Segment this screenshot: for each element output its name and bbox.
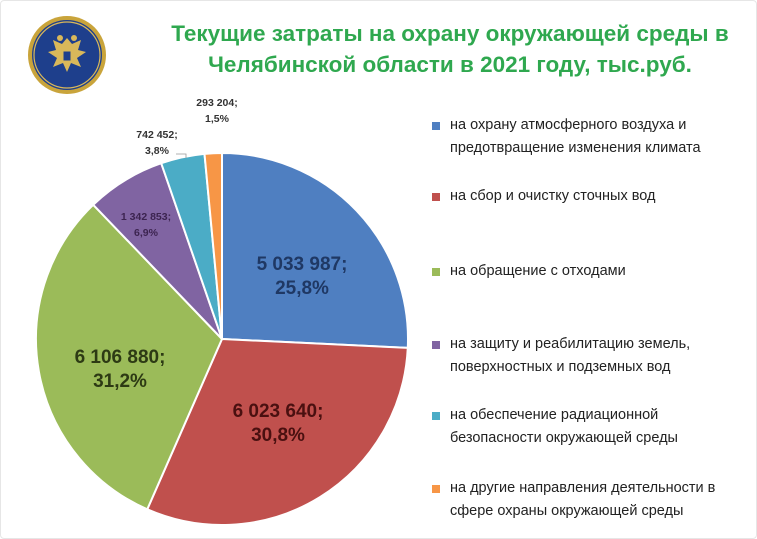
pie-data-label-2: 6 023 640; 30,8% [233,401,324,446]
legend-label-line: на охрану атмосферного воздуха и [450,117,687,133]
legend-label-line: на другие направления деятельности в [450,480,716,496]
legend-label: на обращение с отходами [450,260,750,283]
pie-value-label-3: 6 106 880; [75,347,166,368]
pie-percent-label-2: 30,8% [251,425,305,446]
pie-data-label-4: 1 342 853; 6,9% [121,211,171,239]
legend-swatch [432,341,440,349]
pie-value-label-1: 5 033 987; [257,254,348,275]
legend-swatch [432,122,440,130]
legend-swatch [432,485,440,493]
legend-label-line: на обращение с отходами [450,263,626,279]
pie-slice-2 [145,337,409,526]
pie-chart: 5 033 987; 25,8% 6 023 640; 30,8% 6 106 880;… [35,97,409,526]
legend-label-line: безопасности окружающей среды [450,430,678,446]
pie-slice-3 [35,203,224,511]
pie-slice-6 [203,151,223,340]
pie-percent-label-1: 25,8% [275,278,329,299]
pie-data-label-1: 5 033 987; 25,8% [257,254,348,299]
pie-value-label-2: 6 023 640; [233,401,324,422]
legend-label-line: поверхностных и подземных вод [450,359,671,375]
pie-percent-label-4: 6,9% [134,227,159,239]
pie-slice-1 [221,151,409,349]
legend-swatch [432,268,440,276]
pie-data-label-6: 293 204; 1,5% [196,97,237,125]
legend-label-line: на защиту и реабилитацию земель, [450,336,691,352]
legend-label: на охрану атмосферного воздуха и предотвр… [450,114,750,160]
legend-label-line: предотвращение изменения климата [450,140,701,156]
legend-label-line: на обеспечение радиационной [450,407,659,423]
legend-label: на другие направления деятельности в сфер… [450,477,750,523]
chart-title-line-2: Челябинской области в 2021 году, тыс.руб… [208,52,692,77]
legend-label: на защиту и реабилитацию земель, поверхно… [450,333,750,379]
pie-data-label-3: 6 106 880; 31,2% [75,347,166,392]
chart-title-line-1: Текущие затраты на охрану окружающей сре… [171,21,729,46]
pie-percent-label-3: 31,2% [93,371,147,392]
label-leader-line [176,153,187,158]
legend-label: на обеспечение радиационной безопасности … [450,404,750,450]
eagle-emblem-icon [28,16,106,94]
pie-value-label-5: 742 452; [136,129,177,141]
legend-swatch [432,193,440,201]
legend-label-line: сфере охраны окружающей среды [450,503,684,519]
pie-percent-label-5: 3,8% [145,145,170,157]
pie-data-label-5: 742 452; 3,8% [136,129,177,157]
legend-label: на сбор и очистку сточных вод [450,185,750,208]
chart-title: Текущие затраты на охрану окружающей сре… [150,18,750,80]
pie-value-label-6: 293 204; [196,97,237,109]
legend-label-line: на сбор и очистку сточных вод [450,188,656,204]
legend-swatch [432,412,440,420]
pie-percent-label-6: 1,5% [205,113,230,125]
pie-value-label-4: 1 342 853; [121,211,171,223]
